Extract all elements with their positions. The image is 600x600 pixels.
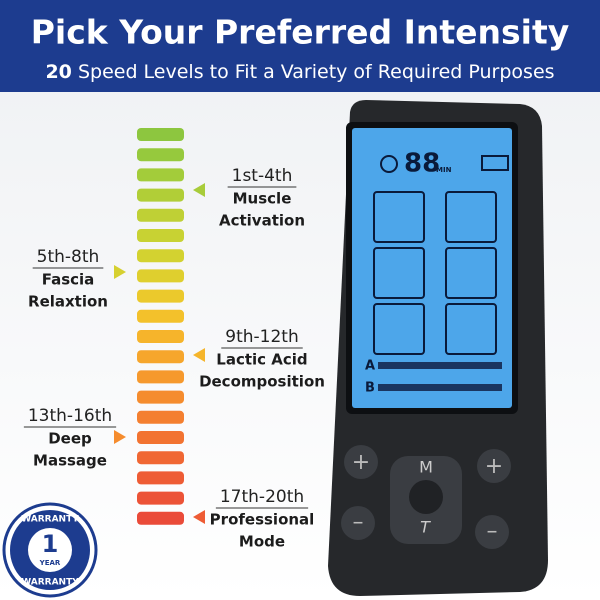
range-label: 17th-20th [220, 487, 304, 507]
button-minus-left[interactable] [341, 506, 375, 540]
header-band [0, 0, 600, 92]
level-bars [137, 128, 184, 525]
button-plus-left[interactable] [344, 445, 378, 479]
group-text: Relaxtion [28, 293, 108, 311]
timer-unit: MIN [436, 166, 452, 174]
button-plus-right[interactable] [477, 449, 511, 483]
pointer-arrow [193, 510, 205, 524]
subtitle: 20 Speed Levels to Fit a Variety of Requ… [45, 61, 554, 83]
timer: 88 [404, 149, 440, 179]
battery-icon [481, 155, 509, 171]
group-text: Fascia [42, 271, 95, 289]
plus-right: + [485, 454, 503, 479]
level-bar [137, 330, 184, 343]
pointer-arrow [193, 183, 205, 197]
level-bar [137, 410, 184, 424]
pointer-arrow [114, 265, 126, 279]
badge-bottom: WARRANTY [21, 578, 79, 588]
group-text: Professional [210, 511, 315, 529]
subtitle-number: 20 [45, 61, 71, 83]
minus-left: – [353, 510, 364, 535]
warranty-badge: WARRANTY 1 YEAR WARRANTY [2, 502, 98, 598]
level-bar [137, 309, 184, 323]
group-text: Decomposition [199, 373, 325, 391]
level-bar [137, 269, 184, 283]
time-key: T [420, 518, 431, 537]
group-text: Mode [239, 533, 285, 551]
range-label: 13th-16th [28, 406, 112, 426]
level-bar [137, 168, 184, 182]
level-bar [137, 350, 184, 364]
title: Pick Your Preferred Intensity [31, 13, 570, 52]
range-label: 5th-8th [37, 247, 100, 267]
pointer-arrow [193, 348, 205, 362]
group-text: Muscle [233, 190, 292, 208]
level-bar [137, 128, 184, 141]
level-bar [137, 229, 184, 242]
plus-left: + [352, 450, 370, 475]
group-text: Lactic Acid [216, 351, 307, 369]
pointer-arrow [114, 430, 126, 444]
level-bar [137, 451, 184, 465]
channel-b-bar [378, 384, 502, 391]
subtitle-text: Speed Levels to Fit a Variety of Require… [78, 61, 555, 83]
screen [352, 128, 512, 408]
center-button[interactable] [409, 480, 443, 514]
channel-a: A [365, 359, 375, 374]
group-text: Massage [33, 452, 107, 470]
channel-a-bar [378, 362, 502, 369]
level-bar [137, 370, 184, 384]
level-bar [137, 249, 184, 263]
level-bar [137, 471, 184, 485]
badge-top: WARRANTY [21, 515, 79, 525]
group-text: Activation [219, 212, 305, 230]
level-bar [137, 390, 184, 404]
mode-key: M [419, 458, 433, 477]
level-bar [137, 511, 184, 525]
level-bar [137, 208, 184, 222]
clock-icon [380, 155, 398, 173]
level-bar [137, 491, 184, 505]
channel-b: B [365, 381, 375, 396]
device: 88 MIN A B + + – – M T [328, 100, 548, 596]
minus-right: – [487, 519, 498, 544]
level-bar [137, 431, 184, 444]
level-bar [137, 289, 184, 303]
range-label: 9th-12th [225, 327, 298, 347]
group-text: Deep [48, 430, 92, 448]
mode-grid [373, 191, 497, 355]
level-labels: 1st-4th Muscle Activation 5th-8th Fascia Rela… [23, 166, 325, 551]
button-minus-right[interactable] [475, 515, 509, 549]
badge-number: 1 [42, 530, 59, 558]
badge-unit: YEAR [39, 559, 61, 567]
level-bar [137, 148, 184, 162]
range-label: 1st-4th [232, 166, 293, 186]
level-bar [137, 188, 184, 202]
